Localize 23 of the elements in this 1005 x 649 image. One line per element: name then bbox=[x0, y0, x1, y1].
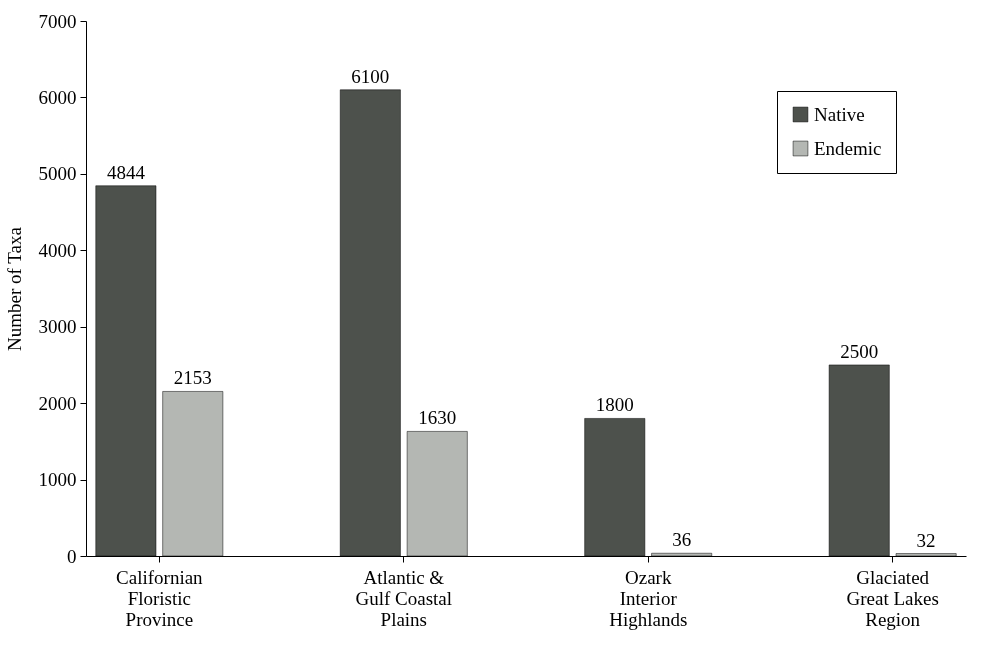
data-label: 2500 bbox=[840, 340, 879, 362]
x-tick-label: Californian Floristic Province bbox=[116, 566, 204, 630]
y-tick-label: 0 bbox=[67, 545, 77, 567]
x-tick-label: Glaciated Great Lakes Region bbox=[846, 566, 939, 630]
y-tick-label: 1000 bbox=[38, 469, 77, 491]
y-tick-label: 7000 bbox=[38, 10, 77, 32]
legend-label: Native bbox=[814, 103, 865, 125]
data-label: 32 bbox=[916, 529, 936, 551]
data-label: 1800 bbox=[595, 394, 634, 416]
data-label: 2153 bbox=[173, 367, 212, 389]
legend-label: Endemic bbox=[814, 137, 882, 159]
data-label: 36 bbox=[672, 529, 692, 551]
y-tick-label: 4000 bbox=[38, 239, 77, 261]
x-tick-label: Atlantic & Gulf Coastal Plains bbox=[355, 566, 453, 630]
data-label: 4844 bbox=[106, 161, 146, 183]
x-tick-label: Ozark Interior Highlands bbox=[609, 566, 688, 630]
y-tick-label: 2000 bbox=[38, 392, 77, 414]
y-tick-label: 3000 bbox=[38, 316, 77, 338]
data-label: 1630 bbox=[418, 407, 457, 429]
data-label: 6100 bbox=[351, 65, 390, 87]
y-tick-label: 5000 bbox=[38, 163, 77, 185]
y-tick-label: 6000 bbox=[38, 86, 77, 108]
y-axis-title: Number of Taxa bbox=[3, 226, 25, 351]
